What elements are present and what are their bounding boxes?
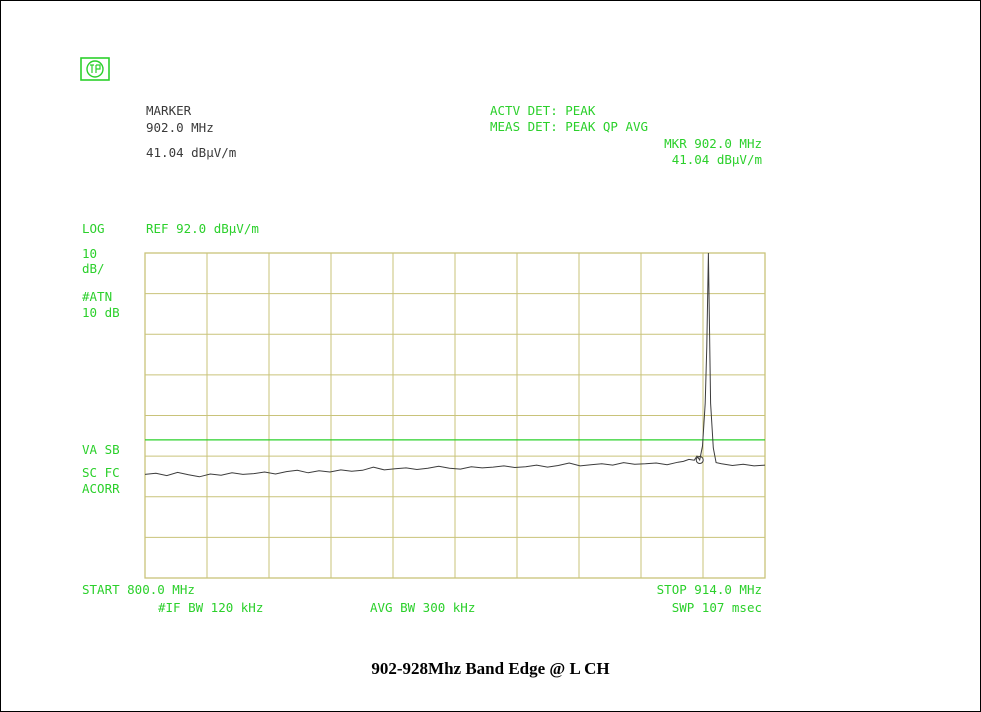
marker-frequency: 902.0 MHz xyxy=(146,120,214,135)
acorr-annotation: ACORR xyxy=(82,481,120,496)
marker-readout-level: 41.04 dBµV/m xyxy=(671,152,762,167)
stop-frequency: STOP 914.0 MHz xyxy=(656,582,762,597)
marker-label: MARKER xyxy=(146,103,192,118)
scale-db: 10 xyxy=(82,246,98,261)
scale-log: LOG xyxy=(82,221,105,236)
figure-caption: 902-928Mhz Band Edge @ L CH xyxy=(371,659,610,678)
marker-symbol xyxy=(695,456,704,465)
sweep-time: SWP 107 msec xyxy=(671,600,762,615)
spectrum-trace xyxy=(144,252,766,478)
sc-fc-annotation: SC FC xyxy=(82,465,120,480)
reference-level: REF 92.0 dBµV/m xyxy=(146,221,259,236)
scale-unit: dB/ xyxy=(82,261,105,276)
hp-logo-icon xyxy=(80,57,110,81)
active-detector: ACTV DET: PEAK xyxy=(490,103,596,118)
start-frequency: START 800.0 MHz xyxy=(82,582,195,597)
measure-detector: MEAS DET: PEAK QP AVG xyxy=(490,119,649,134)
marker-level: 41.04 dBµV/m xyxy=(146,145,237,160)
va-sb-annotation: VA SB xyxy=(82,442,120,457)
attenuation-label: #ATN xyxy=(82,289,113,304)
marker-readout-frequency: MKR 902.0 MHz xyxy=(664,136,762,151)
if-bandwidth: #IF BW 120 kHz xyxy=(158,600,264,615)
avg-bandwidth: AVG BW 300 kHz xyxy=(370,600,476,615)
attenuation-value: 10 dB xyxy=(82,305,120,320)
